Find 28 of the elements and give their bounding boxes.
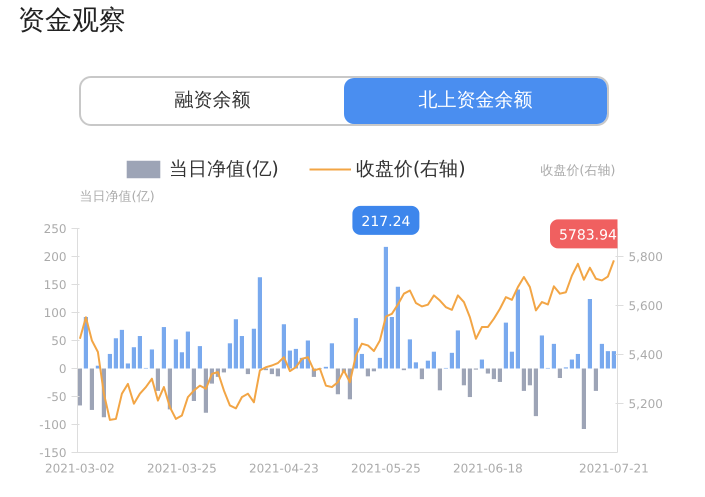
y-tick-label: 100 xyxy=(44,306,66,320)
y-tick-label: 250 xyxy=(44,222,66,236)
y-axis-title: 当日净值(亿) xyxy=(80,190,155,204)
y-tick-label: 200 xyxy=(44,250,66,264)
data-label: 217.24 xyxy=(361,214,410,230)
y2-tick-label: 5,400 xyxy=(628,348,663,362)
y-tick-label: -50 xyxy=(46,390,67,404)
x-tick-label: 2021-03-25 xyxy=(147,462,217,476)
legend-label: 收盘价(右轴) xyxy=(356,157,466,182)
y2-tick-label: 5,200 xyxy=(628,396,663,411)
x-tick-label: 2021-05-25 xyxy=(351,462,421,476)
x-tick-label: 2021-07-21 xyxy=(579,462,649,476)
x-tick-label: 2021-04-23 xyxy=(249,462,319,476)
y-tick-label: 50 xyxy=(51,334,67,348)
legend-label: 当日净值(亿) xyxy=(169,157,279,182)
y-tick-label: 150 xyxy=(44,278,66,292)
chart-title: 资金观察 xyxy=(18,4,126,38)
x-tick-label: 2021-03-02 xyxy=(45,462,115,476)
y2-axis-title: 收盘价(右轴) xyxy=(540,164,616,178)
y2-tick-label: 5,800 xyxy=(628,250,663,264)
y2-tick-label: 5,600 xyxy=(628,298,663,313)
text: 融资余额 xyxy=(174,88,252,114)
x-tick-label: 2021-06-18 xyxy=(453,462,523,476)
data-label: 5783.94 xyxy=(559,227,617,244)
y-tick-label: 0 xyxy=(58,362,67,376)
y-tick-label: -100 xyxy=(39,418,66,432)
y-tick-label: -150 xyxy=(39,446,66,460)
text: 北上资金余额 xyxy=(344,78,607,124)
